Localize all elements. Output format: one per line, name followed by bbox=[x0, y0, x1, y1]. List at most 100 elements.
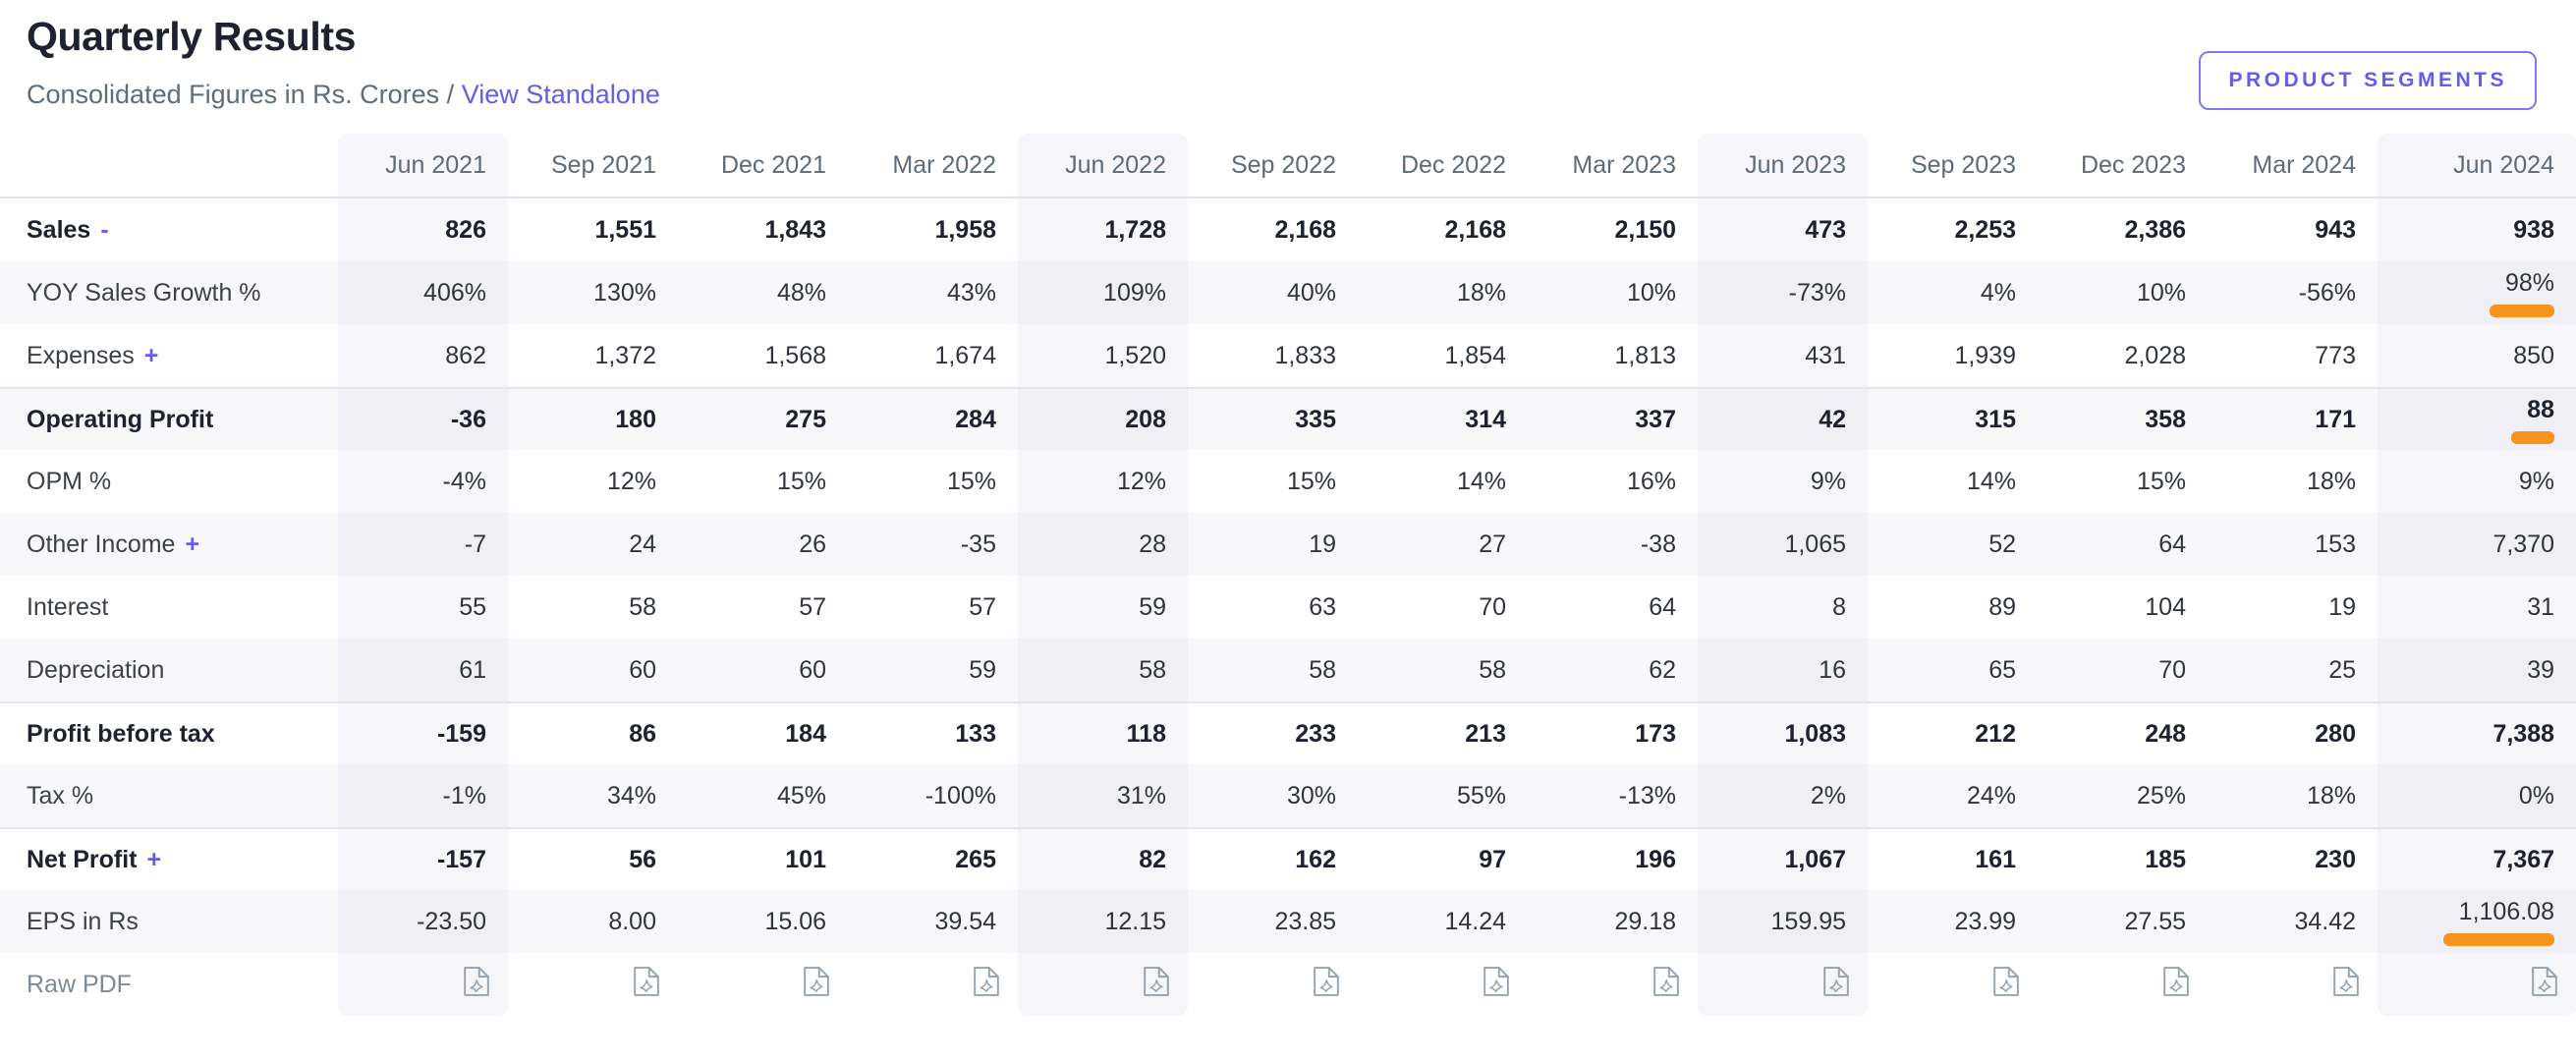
cell-sales-mar-2024: 943 bbox=[2315, 215, 2356, 244]
table-row-net-profit: Net Profit + -157 56 101 265 82 162 97 196 1,067 16… bbox=[0, 827, 2576, 890]
cell-net-profit-mar-2023: 196 bbox=[1528, 827, 1698, 890]
cell-opm-sep-2023: 14% bbox=[1966, 467, 2016, 495]
cell-profit-before-tax-dec-2021: 184 bbox=[678, 701, 848, 764]
cell-raw-pdf-sep-2021 bbox=[508, 953, 678, 1016]
cell-tax-jun-2023: 2% bbox=[1698, 764, 1868, 827]
cell-profit-before-tax-sep-2023: 212 bbox=[1868, 701, 2038, 764]
row-label-net-profit: Net Profit + bbox=[0, 827, 338, 890]
cell-yoy-sales-growth-dec-2022: 18% bbox=[1358, 261, 1528, 324]
cell-raw-pdf-jun-2021 bbox=[338, 953, 508, 1016]
cell-raw-pdf-sep-2022 bbox=[1188, 953, 1358, 1016]
highlighted-value: 98% bbox=[2505, 269, 2554, 317]
pdf-icon[interactable] bbox=[463, 966, 490, 997]
table-row-other-income: Other Income + -7 24 26 -35 28 19 27 -38 1,065 52 64… bbox=[0, 513, 2576, 576]
pdf-icon[interactable] bbox=[973, 966, 1000, 997]
row-label-text[interactable]: Sales bbox=[27, 215, 91, 244]
row-label-text: Tax % bbox=[27, 781, 94, 810]
cell-depreciation-dec-2023: 70 bbox=[2038, 639, 2208, 701]
row-label-sales: Sales - bbox=[0, 198, 338, 261]
pdf-icon[interactable] bbox=[1652, 966, 1680, 997]
cell-opm-jun-2023: 9% bbox=[1698, 450, 1868, 513]
cell-other-income-sep-2021: 24 bbox=[508, 513, 678, 576]
table-header: Jun 2021 Sep 2021 Dec 2021 Mar 2022 Jun 2022… bbox=[0, 134, 2576, 198]
expand-toggle-icon[interactable]: + bbox=[143, 341, 159, 369]
column-header-mar-2022: Mar 2022 bbox=[848, 134, 1018, 198]
view-standalone-link[interactable]: View Standalone bbox=[461, 80, 660, 109]
cell-tax-jun-2021: -1% bbox=[338, 764, 508, 827]
cell-tax-dec-2023: 25% bbox=[2038, 764, 2208, 827]
cell-eps-in-rs-jun-2024: 1,106.08 bbox=[2378, 890, 2576, 953]
table-row-operating-profit: Operating Profit -36 180 275 284 208 335 314 337… bbox=[0, 387, 2576, 450]
row-label-eps-in-rs: EPS in Rs bbox=[0, 890, 338, 953]
cell-sales-sep-2021: 1,551 bbox=[594, 215, 656, 244]
cell-net-profit-sep-2022: 162 bbox=[1188, 827, 1358, 890]
cell-sales-sep-2022: 2,168 bbox=[1274, 215, 1336, 244]
cell-opm-jun-2022: 12% bbox=[1018, 450, 1188, 513]
row-label-depreciation: Depreciation bbox=[0, 639, 338, 701]
cell-eps-in-rs-mar-2024: 34.42 bbox=[2208, 890, 2378, 953]
cell-raw-pdf-sep-2023 bbox=[1868, 953, 2038, 1016]
cell-sales-dec-2022: 2,168 bbox=[1444, 215, 1506, 244]
pdf-icon[interactable] bbox=[2531, 966, 2558, 997]
page-title: Quarterly Results bbox=[27, 14, 356, 59]
column-header-sep-2023: Sep 2023 bbox=[1868, 134, 2038, 198]
row-label-text: Depreciation bbox=[27, 655, 165, 684]
column-header-dec-2023: Dec 2023 bbox=[2038, 134, 2208, 198]
cell-operating-profit-mar-2022: 284 bbox=[848, 387, 1018, 450]
expand-toggle-icon[interactable]: + bbox=[185, 530, 200, 558]
cell-interest-dec-2023: 104 bbox=[2145, 592, 2186, 621]
cell-operating-profit-sep-2022: 335 bbox=[1188, 387, 1358, 450]
row-label-operating-profit: Operating Profit bbox=[0, 387, 338, 450]
cell-other-income-jun-2022: 28 bbox=[1018, 513, 1188, 576]
cell-eps-in-rs-dec-2022: 14.24 bbox=[1358, 890, 1528, 953]
row-label-text: EPS in Rs bbox=[27, 907, 139, 935]
cell-net-profit-dec-2023: 185 bbox=[2038, 827, 2208, 890]
collapse-toggle-icon[interactable]: - bbox=[100, 215, 109, 244]
row-label-text[interactable]: Net Profit bbox=[27, 845, 138, 873]
row-label-profit-before-tax: Profit before tax bbox=[0, 701, 338, 764]
table-row-raw-pdf: Raw PDF bbox=[0, 953, 2576, 1016]
cell-net-profit-dec-2022: 97 bbox=[1358, 827, 1528, 890]
row-label-text[interactable]: Other Income bbox=[27, 530, 176, 558]
row-label-yoy-sales-growth: YOY Sales Growth % bbox=[0, 261, 338, 324]
cell-net-profit-jun-2021: -157 bbox=[338, 827, 508, 890]
pdf-icon[interactable] bbox=[1822, 966, 1850, 997]
cell-operating-profit-dec-2023: 358 bbox=[2038, 387, 2208, 450]
pdf-icon[interactable] bbox=[1483, 966, 1510, 997]
cell-sales-sep-2023: 2,253 bbox=[1954, 215, 2016, 244]
cell-yoy-sales-growth-jun-2024: 98% bbox=[2378, 261, 2576, 324]
pdf-icon[interactable] bbox=[1143, 966, 1170, 997]
cell-expenses-dec-2022: 1,854 bbox=[1444, 341, 1506, 369]
cell-depreciation-jun-2024: 39 bbox=[2378, 639, 2576, 701]
table-row-eps-in-rs: EPS in Rs -23.50 8.00 15.06 39.54 12.15 23.85 1… bbox=[0, 890, 2576, 953]
pdf-icon[interactable] bbox=[1313, 966, 1340, 997]
row-label-text[interactable]: Expenses bbox=[27, 341, 135, 369]
cell-expenses-dec-2021: 1,568 bbox=[764, 341, 826, 369]
cell-tax-sep-2021: 34% bbox=[508, 764, 678, 827]
cell-raw-pdf-mar-2024 bbox=[2208, 953, 2378, 1016]
pdf-icon[interactable] bbox=[2162, 966, 2190, 997]
cell-interest-dec-2021: 57 bbox=[799, 592, 826, 621]
expand-toggle-icon[interactable]: + bbox=[146, 845, 162, 873]
cell-sales-jun-2023: 473 bbox=[1698, 198, 1868, 261]
column-header-jun-2024: Jun 2024 bbox=[2378, 134, 2576, 198]
cell-eps-in-rs-mar-2023: 29.18 bbox=[1528, 890, 1698, 953]
cell-other-income-mar-2022: -35 bbox=[848, 513, 1018, 576]
row-label-tax: Tax % bbox=[0, 764, 338, 827]
cell-operating-profit-dec-2022: 314 bbox=[1358, 387, 1528, 450]
pdf-icon[interactable] bbox=[1992, 966, 2020, 997]
cell-raw-pdf-jun-2022 bbox=[1018, 953, 1188, 1016]
cell-eps-in-rs-jun-2021: -23.50 bbox=[338, 890, 508, 953]
cell-expenses-sep-2021: 1,372 bbox=[594, 341, 656, 369]
product-segments-button[interactable]: PRODUCT SEGMENTS bbox=[2199, 51, 2537, 110]
table-row-sales: Sales -826 1,551 1,843 1,958 1,728 2,168 2,168 2… bbox=[0, 198, 2576, 261]
cell-interest-jun-2023: 8 bbox=[1698, 576, 1868, 639]
cell-sales-mar-2023: 2,150 bbox=[1614, 215, 1676, 244]
cell-expenses-jun-2022: 1,520 bbox=[1018, 324, 1188, 387]
cell-depreciation-sep-2022: 58 bbox=[1188, 639, 1358, 701]
pdf-icon[interactable] bbox=[803, 966, 830, 997]
pdf-icon[interactable] bbox=[633, 966, 660, 997]
pdf-icon[interactable] bbox=[2332, 966, 2360, 997]
cell-depreciation-jun-2023: 16 bbox=[1698, 639, 1868, 701]
cell-net-profit-dec-2021: 101 bbox=[678, 827, 848, 890]
